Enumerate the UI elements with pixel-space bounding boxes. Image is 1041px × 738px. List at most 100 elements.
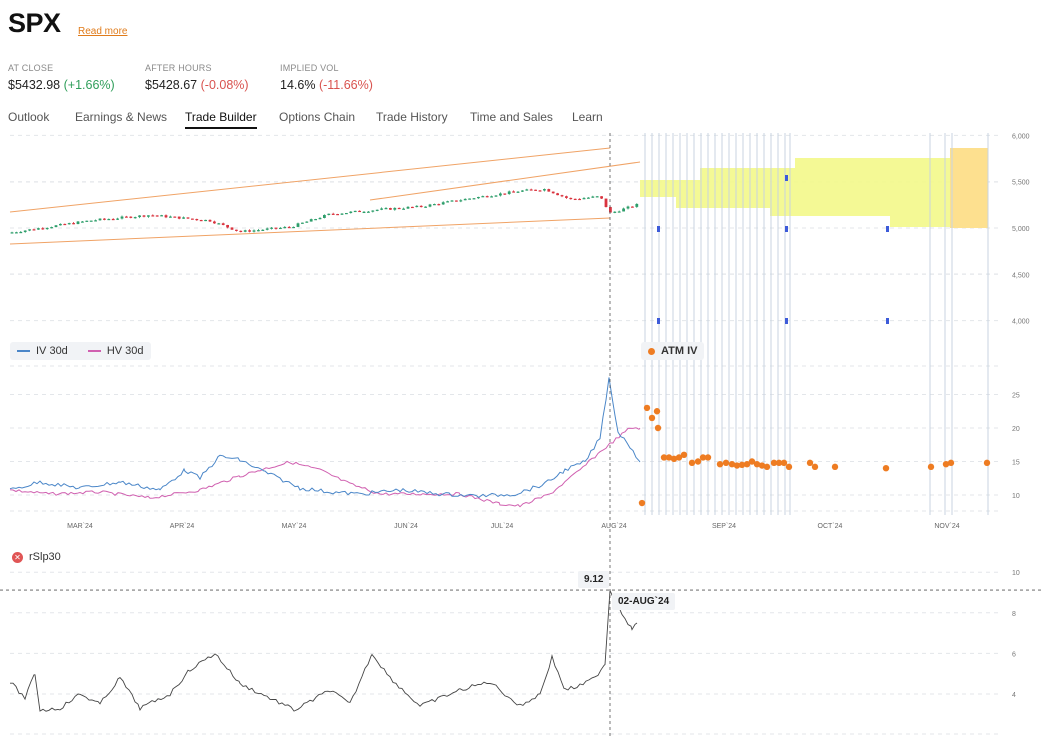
candle-body xyxy=(204,219,207,222)
tab-options-chain[interactable]: Options Chain xyxy=(279,110,356,124)
candle-body xyxy=(235,229,238,231)
atm-iv-dot xyxy=(638,499,646,507)
candle-body xyxy=(292,226,295,229)
candle-body xyxy=(560,195,564,197)
vol-tick-label: 20 xyxy=(1012,426,1020,433)
price-tick-label: 4,500 xyxy=(1012,272,1030,279)
close-icon[interactable]: ✕ xyxy=(12,551,23,563)
atm-iv-dot xyxy=(831,463,839,471)
tab-outlook[interactable]: Outlook xyxy=(8,110,50,124)
candle-body xyxy=(529,189,533,191)
candle-body xyxy=(217,223,221,225)
candle-body xyxy=(587,197,590,199)
stat-at-close: AT CLOSE $5432.98 (+1.66%) xyxy=(8,63,115,92)
atm-iv-dot xyxy=(728,460,736,468)
candle-body xyxy=(472,198,476,200)
candle-body xyxy=(494,195,498,197)
atm-iv-dot xyxy=(748,458,756,465)
atm-iv-dot xyxy=(785,463,793,471)
strike-marker xyxy=(657,318,660,324)
indicator-label: rSlp30 xyxy=(29,551,61,563)
candle-body xyxy=(428,204,432,207)
candle-body xyxy=(296,223,300,227)
candle-body xyxy=(164,215,168,218)
tab-learn[interactable]: Learn xyxy=(572,110,603,124)
tab-earnings-news[interactable]: Earnings & News xyxy=(75,110,168,124)
candle-body xyxy=(556,193,559,196)
price-projection-area xyxy=(640,148,988,228)
atm-legend-label[interactable]: ATM IV xyxy=(661,345,698,357)
candle-body xyxy=(142,215,146,217)
stat-label: IMPLIED VOL xyxy=(280,63,339,73)
candle-body xyxy=(116,218,119,220)
candle-body xyxy=(551,191,555,194)
iv-legend-label[interactable]: IV 30d xyxy=(36,345,68,357)
atm-iv-dot xyxy=(758,462,766,469)
candle-body xyxy=(252,230,256,232)
cursor-value-badge: 9.12 xyxy=(578,571,610,588)
candle-body xyxy=(419,205,423,208)
candle-body xyxy=(441,202,445,205)
candle-body xyxy=(287,226,291,229)
candle-body xyxy=(318,217,322,220)
candle-body xyxy=(340,213,344,215)
iv-swatch xyxy=(17,350,30,352)
candle-body xyxy=(631,206,634,208)
candle-body xyxy=(565,196,568,198)
tab-trade-builder[interactable]: Trade Builder xyxy=(185,110,257,129)
candle-body xyxy=(503,193,507,195)
candle-body xyxy=(265,228,269,230)
trend-line xyxy=(9,147,611,213)
candle-body xyxy=(622,208,625,212)
atm-iv-dot xyxy=(942,460,950,468)
atm-iv-dot xyxy=(643,404,651,412)
candle-body xyxy=(133,217,137,219)
volatility-lines xyxy=(9,377,641,508)
trend-channel-lines xyxy=(9,147,641,245)
candle-body xyxy=(516,191,520,193)
candle-body xyxy=(37,228,40,230)
tab-time-and-sales[interactable]: Time and Sales xyxy=(470,110,553,124)
candle-body xyxy=(169,216,172,218)
candle-body xyxy=(191,218,194,220)
candle-body xyxy=(336,214,339,216)
candle-body xyxy=(499,193,502,196)
candle-body xyxy=(32,229,36,231)
candle-body xyxy=(384,208,388,210)
candle-body xyxy=(195,218,199,221)
candle-body xyxy=(345,212,348,215)
x-tick-label: SEP`24 xyxy=(712,523,736,530)
x-tick-label: JUL`24 xyxy=(491,523,514,530)
candle-body xyxy=(573,198,577,201)
projection-block xyxy=(795,158,890,216)
hv-swatch xyxy=(87,350,101,352)
candle-body xyxy=(147,215,150,217)
atm-iv-dot xyxy=(770,459,778,467)
candle-body xyxy=(314,219,317,221)
candle-body xyxy=(239,230,243,233)
candle-body xyxy=(45,227,49,230)
candle-body xyxy=(397,207,401,210)
x-tick-label: JUN`24 xyxy=(394,523,418,530)
indicator-tick-label: 4 xyxy=(1012,692,1016,699)
candle-body xyxy=(490,196,493,198)
candle-body xyxy=(173,216,177,218)
read-more-link[interactable]: Read more xyxy=(78,26,128,37)
candle-body xyxy=(512,191,515,193)
hv-legend-label[interactable]: HV 30d xyxy=(106,345,144,357)
candle-body xyxy=(569,197,573,200)
vol-tick-label: 25 xyxy=(1012,393,1020,400)
candle-body xyxy=(63,223,67,226)
tab-trade-history[interactable]: Trade History xyxy=(376,110,448,124)
candle-body xyxy=(107,218,111,221)
x-tick-label: NOV`24 xyxy=(934,523,959,530)
candle-body xyxy=(446,201,449,203)
projection-block xyxy=(700,168,770,208)
candle-body xyxy=(538,190,542,192)
strike-marker xyxy=(657,226,660,232)
candle-body xyxy=(595,196,599,198)
candle-body xyxy=(15,232,18,234)
trend-line xyxy=(369,161,641,201)
candle-body xyxy=(221,223,225,225)
